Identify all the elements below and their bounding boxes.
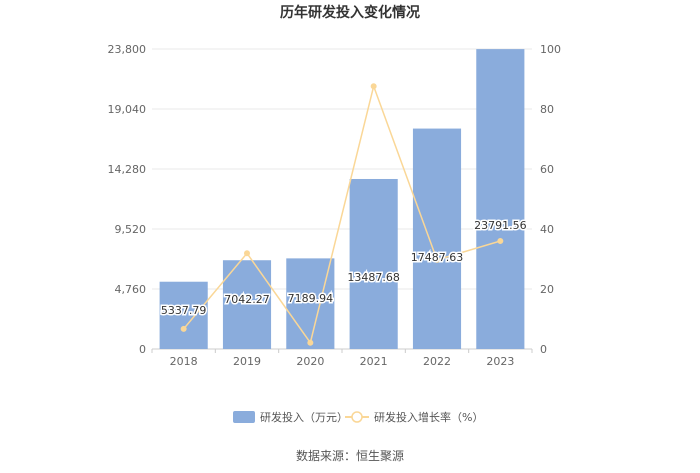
legend-line-marker — [351, 411, 363, 423]
growth-point[interactable] — [434, 256, 440, 263]
left-tick-label: 9,520 — [115, 223, 147, 236]
bar-value-label: 7189.94 — [288, 292, 334, 305]
legend-line-label: 研发投入增长率（%） — [374, 410, 483, 424]
line-series — [180, 83, 504, 346]
bar[interactable] — [349, 178, 398, 349]
right-tick-label: 80 — [540, 103, 554, 116]
bar[interactable] — [286, 258, 335, 349]
bar[interactable] — [159, 281, 208, 349]
right-tick-label: 100 — [540, 43, 561, 56]
bar-value-label: 23791.56 — [474, 219, 527, 232]
right-axis: 0 20 40 60 80 100 — [540, 43, 561, 356]
left-tick-label: 19,040 — [108, 103, 147, 116]
bar[interactable] — [476, 49, 525, 350]
growth-point[interactable] — [497, 238, 504, 244]
x-axis: 2018 2019 2020 2021 2022 2023 — [151, 349, 533, 368]
x-tick-label: 2022 — [423, 355, 451, 368]
growth-line — [183, 83, 501, 345]
x-tick-label: 2023 — [486, 355, 514, 368]
right-tick-label: 0 — [540, 343, 547, 356]
bar-value-label: 13487.68 — [347, 271, 400, 284]
x-tick-label: 2019 — [233, 355, 261, 368]
growth-point[interactable] — [370, 83, 377, 90]
source-note: 数据来源：恒生聚源 — [296, 448, 404, 463]
x-tick-label: 2018 — [170, 355, 198, 368]
legend-bar-swatch — [233, 411, 255, 423]
chart-title: 历年研发投入变化情况 — [280, 4, 420, 21]
x-tick-label: 2020 — [296, 355, 324, 368]
right-tick-label: 60 — [540, 163, 554, 176]
left-tick-label: 4,760 — [115, 283, 147, 296]
bar[interactable] — [412, 128, 462, 349]
left-tick-label: 0 — [139, 343, 146, 356]
bar-value-label: 5337.79 — [161, 304, 207, 317]
growth-point[interactable] — [244, 250, 250, 257]
data-labels: 5337.79 7042.27 7189.94 13487.68 17487.63 237… — [159, 218, 528, 319]
growth-point[interactable] — [307, 339, 314, 346]
right-tick-label: 20 — [540, 283, 554, 296]
gridlines — [152, 48, 532, 350]
legend[interactable]: 研发投入（万元） 研发投入增长率（%） — [233, 410, 483, 424]
legend-bar-label: 研发投入（万元） — [260, 410, 348, 424]
left-axis: 0 4,760 9,520 14,280 19,040 23,800 — [108, 43, 147, 356]
growth-point[interactable] — [180, 325, 187, 332]
x-tick-label: 2021 — [360, 355, 388, 368]
bar-value-label: 7042.27 — [224, 293, 270, 306]
left-tick-label: 14,280 — [108, 163, 147, 176]
left-tick-label: 23,800 — [108, 43, 147, 56]
right-tick-label: 40 — [540, 223, 554, 236]
bar-value-label: 17487.63 — [411, 251, 464, 264]
bar-series — [159, 49, 525, 350]
